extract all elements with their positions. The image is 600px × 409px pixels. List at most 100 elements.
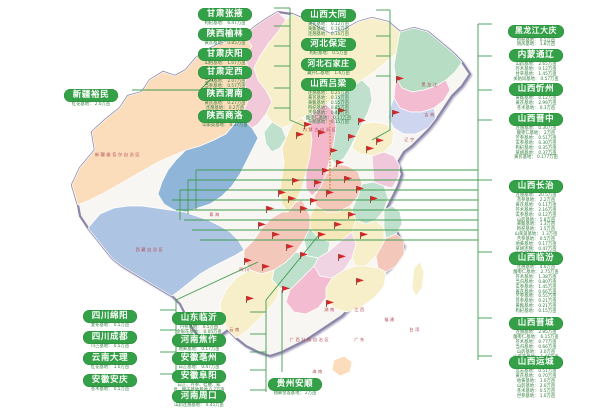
callout-shanxi-jinzhong[interactable]: 山西晋中 连翘基地： 0.30万亩 酸枣仁基地： 2万亩 苦参基地： 0.51万亩玄… (486, 106, 586, 161)
callout-row: 防风基地： 1.8万亩 (516, 42, 556, 48)
callout-title: 河南周口 (171, 390, 227, 403)
callout-rows: 红花基地： 2.0万亩 (48, 102, 134, 108)
callout-neimeng-tongliao[interactable]: 内蒙通辽 山药基地： 2.65万亩 苍术基地： 0.12万亩 甘草基地： 1.45万… (486, 42, 586, 83)
callout-rows: 白芷基地： 0.47万亩 (148, 365, 250, 371)
callout-shanxi-datong[interactable]: 山西大同 黄芪基地： 0.12万亩 黄甄基地： 0.16万亩 连翘基地： 0.10万… (281, 2, 376, 38)
callout-sichuan-mianyang[interactable]: 四川绵阳 麦冬基地： 0.5万亩 (60, 303, 160, 329)
callout-title: 陕西渭南 (197, 88, 253, 101)
callout-henan-zhoukou[interactable]: 河南周口 山药连翘基地： 0.45万亩 (148, 383, 250, 409)
callout-row: 枸杞基地： 0.5万亩 (309, 51, 348, 56)
callout-title: 山东临沂 (171, 312, 227, 325)
region-label: 黑龙江 (421, 82, 439, 87)
callout-hebei-baoding[interactable]: 河北保定 枸杞基地： 0.5万亩 (281, 31, 376, 57)
region-label: 四川 (239, 267, 251, 272)
callout-row: 玄参基地： 0.30万亩 (515, 140, 557, 146)
callout-shanxi-lvliang[interactable]: 山西吕梁 连翘基地： 0.25万亩 黄芪基地： 0.35万亩 黄甄基地： 0.55万… (281, 71, 376, 126)
callout-row: 当参基地： 0.57万亩 (204, 83, 246, 89)
callout-row: 苍术基地： 1.38万亩 (515, 274, 557, 280)
callout-heilongjiang-daqing[interactable]: 黑龙江大庆 枸杞基地： 0.5万亩 防风基地： 1.8万亩 (486, 18, 586, 48)
callout-row: 黄芪基地： 0.12万亩 (307, 22, 349, 27)
callout-row: 枸杞基地： 0.35万亩 (515, 145, 557, 151)
china-map (70, 7, 492, 392)
callout-rows: 麦冬基地： 0.5万亩 (60, 323, 160, 329)
callout-row: 红花基地： 1.0万亩 (90, 365, 130, 370)
callout-row: 黄芪基地： 0.177万亩 (514, 155, 558, 161)
callout-shanxi-linfen[interactable]: 山西临汾 连翘基地： 4.0万亩 酸枣仁基地： 2.75万亩 苍术基地： 1.38万… (486, 245, 586, 315)
callout-row: 山柤基地： 1.07万亩 (204, 61, 246, 66)
callout-henan-jiaozuo[interactable]: 河南焦作 地黄基地： 0.17万亩 (148, 327, 250, 353)
callout-gansu-qingyang[interactable]: 甘肃庆阳 山柤基地： 1.07万亩 (176, 41, 274, 67)
callout-row: 连翘基地： 4.0万亩 (516, 265, 556, 270)
callout-row: 白芷、丹参、桂梗、知 (177, 383, 221, 388)
callout-row: 连翘基地： 0.2万亩 (205, 105, 245, 111)
callout-row: 枸杞基地： 0.15万亩 (515, 309, 557, 315)
region-label: 吉林 (424, 112, 436, 117)
callout-shandong-linyi[interactable]: 山东临沂 丹参基地： 0.5万亩 金银花基地： 0.05万亩 (148, 305, 250, 336)
callout-sichuan-chengdu[interactable]: 四川成都 川苎基地： 0.5万亩 (60, 324, 160, 350)
callout-shanxi-yuncheng[interactable]: 山西运城 远志基地： 0.51万亩 黄芪基地： 0.70万亩 地黄基地： 1.0万亩… (486, 349, 586, 399)
callout-row: 枸杞基地： 6.47万亩 (204, 21, 246, 26)
callout-row: 丹参基地： 0.5万亩 (179, 325, 219, 330)
callout-row: 黄芪基地： 0.85万亩 (204, 41, 246, 46)
region-label: 云南 (229, 327, 241, 332)
callout-xinjiang-yumin[interactable]: 新疆裕民 红花基地： 2.0万亩 (48, 82, 134, 108)
callout-row: 苍术基地： 0.12万亩 (515, 66, 557, 72)
callout-gansu-zhangye[interactable]: 甘肃张掖 枸杞基地： 6.47万亩 (176, 1, 274, 27)
callout-row: 苦参基地： 0.5万亩 (516, 237, 556, 243)
callout-title: 陕西榆林 (197, 28, 253, 41)
callout-row: 金银花基地： 0.05万亩 (176, 329, 222, 335)
callout-title: 河北石家庄 (300, 58, 357, 71)
callout-anhui-bozhou[interactable]: 安徽亳州 白芷基地： 0.47万亩 (148, 345, 250, 371)
callout-row: 连翘基地： 2.85万亩 (515, 330, 557, 335)
callout-row: 黄芪基地： 0.35万亩 (307, 95, 349, 101)
region-label: 广西壮族自治区 (289, 337, 331, 342)
callout-title: 四川成都 (82, 331, 138, 344)
callout-rows: 黄芪基地： 0.12万亩 黄甄基地： 0.16万亩 连翘基地： 0.10万亩 (281, 22, 376, 38)
callout-row: 世参基地： 1.0万亩 (516, 393, 556, 399)
callout-title: 四川绵阳 (82, 310, 138, 323)
callout-row: 苦参基地： 0.51万亩 (515, 135, 557, 141)
callout-rows: 连翘基地： 0.30万亩 酸枣仁基地： 2万亩 苦参基地： 0.51万亩 玄参基地： … (486, 126, 586, 161)
callout-row: 黄甄基地： 0.12万亩 (515, 96, 557, 101)
callout-title: 云南大理 (82, 352, 138, 365)
callout-shaanxi-yulin[interactable]: 陕西榆林 黄芪基地： 0.85万亩 (176, 21, 274, 47)
location-markers (212, 74, 404, 307)
region-label: 内蒙古自治区 (302, 127, 338, 132)
callout-row: 苦参基地： 0.46万亩 (307, 110, 349, 116)
callout-row: 草胡基地： 0.15万亩 (307, 120, 349, 126)
callout-row: 苍术基地： 0.3万亩 (516, 105, 556, 111)
callout-row: 草胡连翘： 0.47万亩 (515, 246, 557, 252)
callout-row: 酸枣仁基地： 6.15万亩 (513, 334, 559, 340)
callout-shanxi-changzhi[interactable]: 山西长治 连翘基地： 20.5万亩 菩参基地： 2.2万亩 黄芪基地： 0.11万亩… (486, 173, 586, 258)
callout-rows: 枸杞基地： 0.5万亩 防风基地： 1.8万亩 (486, 38, 586, 49)
callout-title: 山西晋中 (508, 113, 564, 126)
map-infographic: 甘肃张掖 枸杞基地： 6.47万亩 陕西榆林 黄芪基地： 0.85万亩 甘肃庆阳… (48, 1, 586, 408)
callout-row: 草胡基地： 0.37万亩 (515, 150, 557, 156)
region-label: 江西 (354, 307, 366, 312)
callout-row: 白芷基地： 0.47万亩 (178, 365, 220, 370)
callout-shanxi-xinzhou[interactable]: 山西忻州 黄甄基地： 0.12万亩 黄芪基地： 2.99万亩 苍术基地： 0.3万亩 (486, 76, 586, 112)
callout-anhui-anqing[interactable]: 安徽安庆 苍术基地： 0.5万亩 (60, 367, 160, 393)
callout-title: 山西长治 (508, 180, 564, 193)
callout-row: 黄甄基地： 0.55万亩 (307, 100, 349, 106)
callout-row: 红花基地： 2.0万亩 (71, 102, 111, 107)
callout-guizhou-anshun[interactable]: 贵州安顺 独脚金莲基地： 2万亩 (245, 371, 345, 397)
callout-row: 酸枣仁基地： 2万亩 (516, 130, 556, 136)
callout-row: 黄芪基地： 2.99万亩 (515, 100, 557, 106)
callout-title: 山西忻州 (508, 83, 564, 96)
callout-yunnan-dali[interactable]: 云南大理 红花基地： 1.0万亩 (60, 345, 160, 371)
callout-rows: 枸杞基地： 0.5万亩 (281, 51, 376, 57)
callout-hebei-shijiazhuang[interactable]: 河北石家庄 藏芹仁基地： 1.6万亩 (281, 51, 376, 76)
callout-row: 黄甄基地： 0.21万亩 (515, 304, 557, 310)
callout-title: 甘肃庆阳 (197, 48, 253, 61)
callout-title: 河北保定 (301, 38, 356, 51)
callout-row: 山茱萸基地： 1.3万亩 (514, 232, 558, 238)
callout-gansu-dingxi[interactable]: 甘肃定西 当归基地： 2.07万亩 当参基地： 0.57万亩 (176, 59, 274, 90)
callout-rows: 川苎基地： 0.5万亩 (60, 344, 160, 350)
callout-row: 酸枣仁基地： 0.17万亩 (305, 115, 352, 121)
callout-shaanxi-weinan[interactable]: 陕西渭南 黄芪基地： 0.27万亩 连翘基地： 0.2万亩 (176, 81, 274, 112)
callout-row: 苍术基地： 0.5万亩 (90, 387, 130, 392)
callout-row: 枸杞基地： 0.85万亩 (307, 105, 349, 111)
region-label: 辽宁 (404, 137, 416, 142)
callout-shaanxi-shangluo[interactable]: 陕西商洛 山茱萸基地： 0.37万亩 (176, 103, 274, 129)
